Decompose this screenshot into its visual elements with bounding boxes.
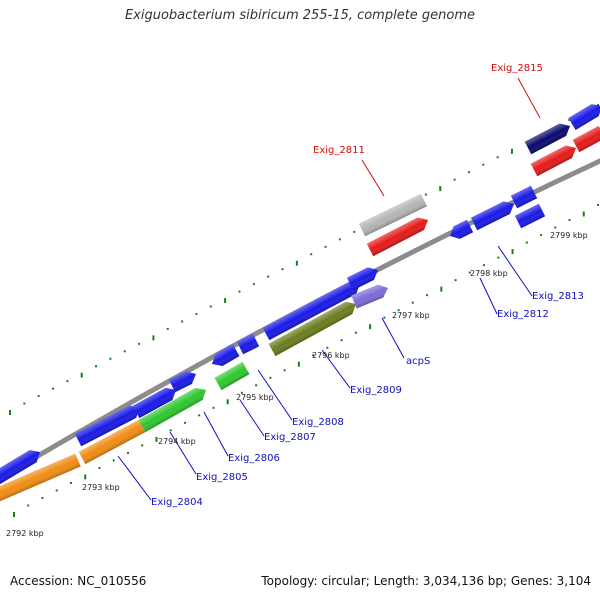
kbp-marker: 2792 kbp [6,529,44,538]
gene-label: Exig_2811 [313,145,365,156]
gene-arrow [0,453,81,505]
kbp-marker: 2796 kbp [312,351,350,360]
gene-arrow [524,123,571,155]
gene-arrow [236,333,260,355]
label-leader-line [169,431,197,475]
gene-features [0,104,600,505]
label-leader-line [479,277,498,315]
gene-arrow [470,201,514,231]
label-leader-line [517,77,541,119]
gene-arrow [510,185,538,209]
gene-labels: Exig_2815 Exig_2811 Exig_2813 Exig_2812 acpS… [151,63,584,508]
kbp-markers: 2792 kbp 2793 kbp 2794 kbp 2795 kbp 2796 kbp… [6,231,588,538]
gene-arrow [358,193,428,237]
gene-arrow [572,125,600,153]
gene-label: Exig_2807 [264,432,316,443]
gene-arrow [78,419,146,465]
label-leader-line [497,245,533,297]
gene-label: Exig_2809 [350,385,402,396]
gene-label: Exig_2805 [196,472,248,483]
gene-arrow [268,301,357,357]
gene-arrow [262,281,360,341]
gene-arrow [450,219,474,239]
gene-label: Exig_2812 [497,309,549,320]
gene-arrow [214,361,250,391]
kbp-marker: 2799 kbp [550,231,588,240]
label-leader-line [321,349,351,389]
gene-label: Exig_2808 [292,417,344,428]
gene-arrow [514,203,546,229]
genome-summary: Topology: circular; Length: 3,034,136 bp… [261,574,591,588]
gene-label: acpS [406,356,430,367]
gene-arrow [568,104,600,131]
label-leader-lines [117,77,541,501]
label-leader-line [203,411,229,457]
gene-arrow [366,217,428,257]
label-leader-line [257,369,293,421]
label-leader-line [381,317,405,359]
gene-arrow [138,387,206,433]
kbp-marker: 2798 kbp [470,269,508,278]
kbp-marker: 2797 kbp [392,311,430,320]
kbp-marker: 2795 kbp [236,393,274,402]
gene-arrow [530,145,577,177]
label-leader-line [239,399,265,437]
gene-label: Exig_2806 [228,453,280,464]
gene-arrow [168,371,196,393]
map-title: Exiguobacterium sibiricum 255-15, comple… [124,8,476,23]
gene-arrow [212,343,240,367]
accession-label: Accession: NC_010556 [10,574,147,588]
gene-label: Exig_2813 [532,291,584,302]
kbp-marker: 2794 kbp [158,437,196,446]
label-leader-line [361,159,385,197]
label-leader-line [117,455,152,501]
gene-arrow [0,450,41,489]
gene-arrow [351,284,389,309]
gene-label: Exig_2804 [151,497,203,508]
gene-arrow [74,405,141,447]
gene-label: Exig_2815 [491,63,543,74]
kbp-marker: 2793 kbp [82,483,120,492]
gene-arrow [346,267,379,291]
gene-arrow [132,387,176,419]
